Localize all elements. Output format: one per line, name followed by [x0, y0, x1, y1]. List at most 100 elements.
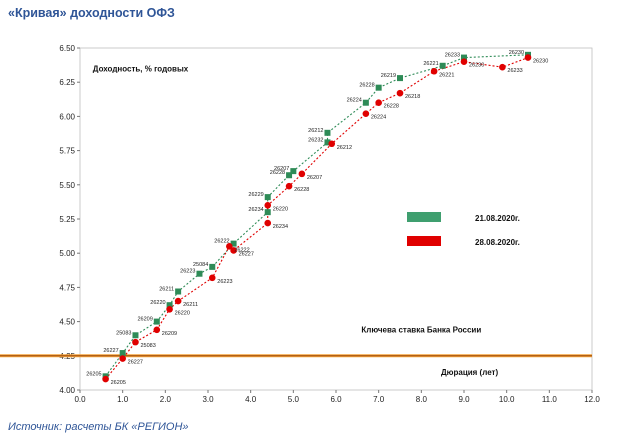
point-label-26230: 26230	[509, 50, 524, 56]
point-square-26211	[175, 288, 182, 295]
point-label-26219: 26219	[381, 73, 396, 79]
point-label-25083: 25083	[140, 343, 155, 349]
legend-swatch-series-2	[407, 236, 441, 246]
point-label-26212: 26212	[337, 145, 352, 151]
x-tick-label: 0.0	[74, 395, 86, 404]
x-tick-label: 4.0	[245, 395, 257, 404]
data-points	[102, 51, 532, 383]
point-square-26224	[362, 99, 369, 106]
point-label-26224: 26224	[371, 115, 386, 121]
point-label-26220: 26220	[150, 300, 165, 306]
point-label-26233: 26233	[445, 53, 460, 59]
x-axis-label: Дюрация (лет)	[441, 368, 498, 377]
x-tick-label: 7.0	[373, 395, 385, 404]
point-square-26219	[397, 75, 403, 82]
point-square-26220	[166, 302, 173, 309]
point-label-25083: 25083	[116, 330, 131, 336]
point-label-26227: 26227	[103, 348, 118, 354]
legend-label-series-2: 28.08.2020г.	[475, 238, 520, 247]
point-label-26234: 26234	[273, 224, 288, 230]
point-square-26234	[264, 209, 271, 216]
page-title: «Кривая» доходности ОФЗ	[8, 6, 175, 20]
point-label-26220: 26220	[273, 206, 288, 212]
point-square-26223	[196, 270, 203, 277]
point-square-26212	[324, 129, 331, 136]
y-tick-label: 6.50	[59, 44, 75, 53]
point-label-26209: 26209	[138, 317, 153, 323]
point-label-26222: 26222	[234, 247, 249, 253]
point-circle-26228	[375, 99, 382, 107]
x-tick-label: 10.0	[499, 395, 515, 404]
point-circle-26227	[230, 247, 237, 254]
point-circle-26228	[285, 182, 293, 190]
point-circle-26212	[328, 140, 336, 148]
point-label-25084: 25084	[193, 262, 208, 268]
point-label-26228: 26228	[294, 187, 309, 193]
point-label-26207: 26207	[274, 166, 289, 172]
point-square-26207	[290, 168, 297, 175]
legend-swatch-series-1	[407, 212, 441, 222]
point-square-26233	[461, 54, 467, 61]
point-label-26227: 26227	[128, 360, 143, 366]
source-note: Источник: расчеты БК «РЕГИОН»	[8, 421, 189, 433]
y-tick-label: 4.00	[59, 386, 75, 395]
point-circle-26230	[524, 54, 532, 61]
point-labels: 2620526227250832620926220262112622325084…	[86, 50, 548, 386]
point-circle-26205	[102, 375, 109, 383]
point-square-26228	[375, 84, 382, 91]
point-label-26222: 26222	[214, 239, 229, 245]
point-label-26228: 26228	[359, 83, 374, 89]
point-circle-26211	[174, 297, 182, 305]
x-tick-label: 6.0	[330, 395, 342, 404]
y-tick-label: 5.75	[59, 147, 75, 156]
point-square-25084	[209, 263, 216, 270]
point-circle-26222	[226, 243, 233, 250]
point-label-26230: 26230	[533, 59, 548, 65]
point-circle-26221	[430, 67, 438, 75]
point-label-26228: 26228	[384, 104, 399, 110]
x-tick-label: 1.0	[117, 395, 129, 404]
y-tick-label: 6.25	[59, 78, 75, 87]
point-label-26232: 26232	[308, 137, 323, 143]
point-circle-26224	[362, 110, 370, 117]
y-tick-label: 5.50	[59, 181, 75, 190]
point-label-26229: 26229	[248, 192, 263, 198]
point-circle-26227	[119, 355, 126, 362]
x-tick-label: 11.0	[542, 395, 558, 404]
x-tick-label: 12.0	[584, 395, 600, 404]
point-circle-26207	[298, 170, 306, 178]
x-tick-label: 8.0	[416, 395, 428, 404]
point-circle-26230	[460, 58, 468, 65]
point-label-26218: 26218	[405, 94, 420, 100]
point-label-26230: 26230	[469, 63, 484, 69]
point-label-26212: 26212	[308, 128, 323, 134]
point-square-26222	[230, 240, 237, 247]
y-tick-label: 6.00	[59, 112, 75, 121]
point-label-26224: 26224	[347, 98, 362, 104]
point-square-26227	[119, 350, 126, 357]
legend: 21.08.2020г. 28.08.2020г.	[404, 204, 554, 252]
legend-label-series-1: 21.08.2020г.	[475, 214, 520, 223]
y-tick-label: 5.00	[59, 249, 75, 258]
point-label-26228: 26228	[270, 170, 285, 176]
point-label-26227: 26227	[239, 251, 254, 257]
point-label-26207: 26207	[307, 175, 322, 181]
point-square-26221	[439, 62, 446, 69]
point-label-26209: 26209	[162, 331, 177, 337]
point-circle-26223	[208, 274, 216, 282]
point-circle-26220	[264, 202, 272, 209]
x-tick-label: 2.0	[160, 395, 172, 404]
point-circle-26233	[499, 63, 506, 71]
point-circle-26234	[264, 219, 272, 227]
point-label-26233: 26233	[507, 68, 522, 74]
y-tick-label: 4.50	[59, 318, 75, 327]
point-circle-26209	[153, 326, 161, 334]
point-circle-26220	[166, 305, 173, 313]
point-label-26221: 26221	[439, 72, 454, 78]
point-label-26205: 26205	[111, 380, 126, 386]
point-square-26232	[324, 139, 331, 146]
point-label-26223: 26223	[217, 279, 232, 285]
point-label-26220: 26220	[175, 310, 190, 316]
point-label-26205: 26205	[86, 371, 101, 377]
point-circle-25083	[132, 338, 139, 346]
